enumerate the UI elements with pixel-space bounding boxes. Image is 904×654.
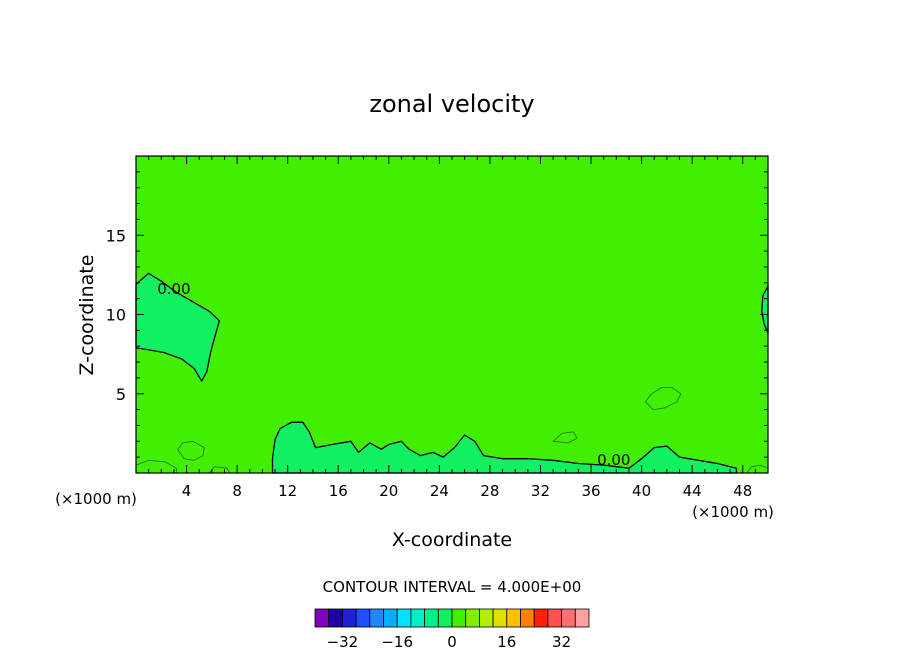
x-tick-label: 8 [232,482,242,500]
y-axis-label: Z-coordinate [76,255,98,376]
contour-region-4 [645,386,682,411]
contour-interval-text: CONTOUR INTERVAL = 4.000E+00 [323,578,582,596]
colorbar-swatch [465,608,480,628]
x-axis-ticks: 4 8 12 16 20 24 28 32 36 40 44 48 [148,156,756,500]
x-tick-label: 4 [182,482,192,500]
colorbar-swatch [520,608,535,628]
colorbar-swatch [561,608,576,628]
colorbar-swatch [355,608,371,628]
contour-region-6 [552,431,578,444]
x-tick-label: 16 [329,482,348,500]
plot-background [136,156,768,473]
colorbar-tick-label: 32 [552,633,571,651]
colorbar-swatch [574,608,590,628]
y-tick-label: 5 [116,385,126,404]
colorbar-swatch [341,608,357,628]
x-tick-label: 20 [379,482,398,500]
colorbar-swatch [437,608,453,628]
contour-regions [135,272,769,474]
colorbar-tick-label: 0 [447,633,457,651]
chart-title: zonal velocity [369,90,534,118]
colorbar-swatch [547,608,563,628]
colorbar-swatch [478,608,494,628]
colorbar-tick-label: 16 [497,633,516,651]
colorbar-swatch [451,608,467,628]
colorbar-swatch [396,608,412,628]
y-tick-label: 15 [106,226,126,245]
contour-labels: 0.00 0.00 [157,280,630,469]
colorbar-swatch [328,608,343,628]
x-tick-label: 48 [733,482,752,500]
colorbar-swatch [424,608,439,628]
colorbar-swatch [383,608,398,628]
contour-region-3 [271,421,738,474]
y-axis-ticks: 5 10 15 [106,171,768,458]
contour-region-1 [135,272,221,382]
colorbar-swatch [369,608,384,628]
colorbar-swatch [492,608,508,628]
y-tick-label: 10 [106,306,126,325]
colorbar-tick-label: −16 [381,633,413,651]
x-tick-label: 44 [683,482,702,500]
colorbar-swatch [410,608,425,628]
x-tick-label: 32 [531,482,550,500]
x-tick-label: 24 [430,482,449,500]
x-axis-label: X-coordinate [392,529,512,551]
x-tick-label: 40 [632,482,651,500]
contour-value-label: 0.00 [157,280,190,298]
colorbar-swatch [533,608,549,628]
contour-region-5 [177,440,205,461]
x-unit-left: (×1000 m) [55,490,137,508]
colorbar-swatch [506,608,521,628]
colorbar-tick-label: −32 [327,633,359,651]
x-tick-label: 12 [278,482,297,500]
colorbar-swatch [314,608,330,628]
contour-value-label: 0.00 [597,451,630,469]
colorbar: −32 −16 0 16 32 [314,608,590,651]
x-unit-right: (×1000 m) [692,503,774,521]
x-tick-label: 36 [581,482,600,500]
x-tick-label: 28 [480,482,499,500]
